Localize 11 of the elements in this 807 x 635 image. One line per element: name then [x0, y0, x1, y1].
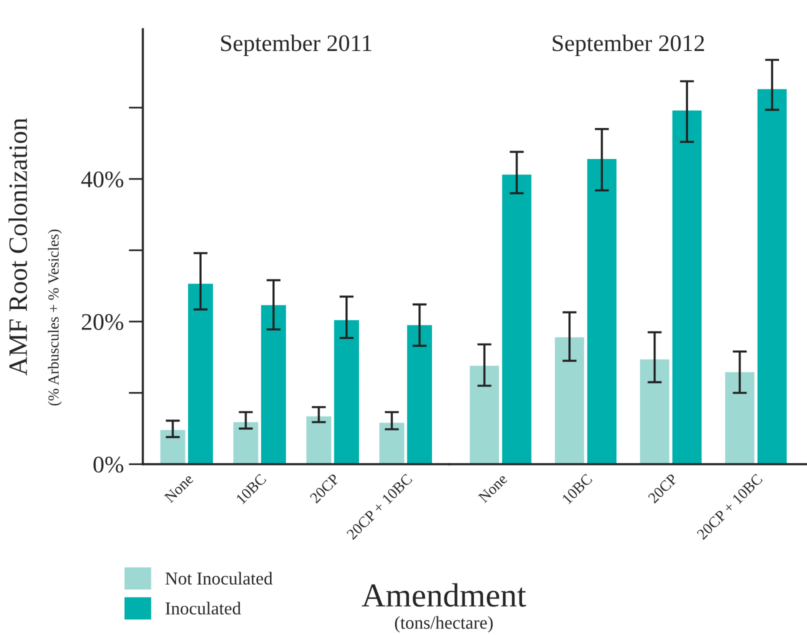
y-tick-label: 40%: [81, 171, 124, 188]
y-axis-title: AMF Root Colonization: [8, 118, 28, 376]
chart-title: September 2012: [552, 34, 704, 56]
legend-label: Inoculated: [166, 602, 241, 615]
chart-title: September 2011: [221, 34, 372, 56]
y-tick-label: 0%: [94, 456, 124, 473]
text: (% Arbuscules + % Vesicles): [48, 230, 62, 406]
legend-label: Not Inoculated: [165, 572, 272, 585]
x-axis-title: Amendment: [362, 583, 526, 607]
y-tick-label: 20%: [82, 314, 124, 330]
text: (tons/hectare): [395, 616, 493, 632]
